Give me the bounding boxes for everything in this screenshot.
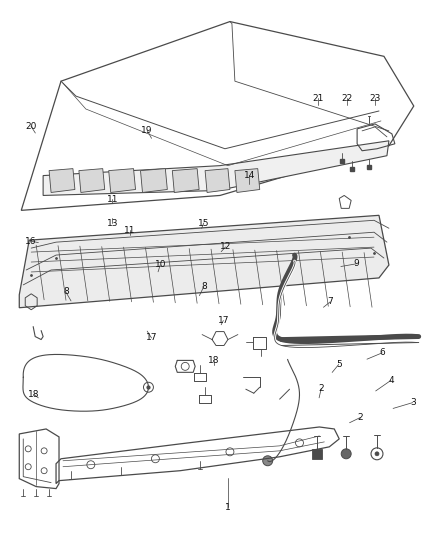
Text: 18: 18 xyxy=(28,390,40,399)
Polygon shape xyxy=(141,168,167,192)
Text: 6: 6 xyxy=(379,349,385,357)
Text: 17: 17 xyxy=(146,334,157,343)
Text: 5: 5 xyxy=(336,360,342,369)
Text: 4: 4 xyxy=(388,376,394,385)
Text: 11: 11 xyxy=(124,226,135,235)
Circle shape xyxy=(341,449,351,459)
Text: 2: 2 xyxy=(358,413,363,422)
Text: 18: 18 xyxy=(208,356,219,365)
Text: 21: 21 xyxy=(313,94,324,102)
Circle shape xyxy=(375,452,379,456)
Polygon shape xyxy=(235,168,260,192)
Text: 12: 12 xyxy=(220,243,231,252)
Polygon shape xyxy=(172,168,199,192)
Polygon shape xyxy=(19,215,389,308)
Polygon shape xyxy=(49,168,75,192)
Text: 22: 22 xyxy=(341,94,352,102)
Text: 7: 7 xyxy=(327,297,333,306)
Text: 14: 14 xyxy=(244,171,255,180)
Text: 15: 15 xyxy=(198,219,209,228)
Polygon shape xyxy=(205,168,230,192)
Text: 16: 16 xyxy=(25,237,37,246)
Text: 1: 1 xyxy=(225,503,230,512)
Text: 11: 11 xyxy=(106,195,118,204)
Text: 17: 17 xyxy=(218,316,229,325)
Text: 8: 8 xyxy=(201,282,207,291)
Text: 23: 23 xyxy=(369,94,381,102)
Text: 2: 2 xyxy=(318,384,324,393)
Text: 13: 13 xyxy=(106,219,118,228)
Text: 3: 3 xyxy=(410,398,416,407)
Polygon shape xyxy=(43,141,389,196)
Text: 9: 9 xyxy=(353,260,359,268)
Polygon shape xyxy=(79,168,105,192)
Circle shape xyxy=(263,456,273,466)
Text: 20: 20 xyxy=(25,122,37,131)
Polygon shape xyxy=(312,449,322,459)
Text: 8: 8 xyxy=(63,287,69,296)
Text: 10: 10 xyxy=(155,261,166,269)
Polygon shape xyxy=(109,168,135,192)
Text: 19: 19 xyxy=(141,126,153,135)
